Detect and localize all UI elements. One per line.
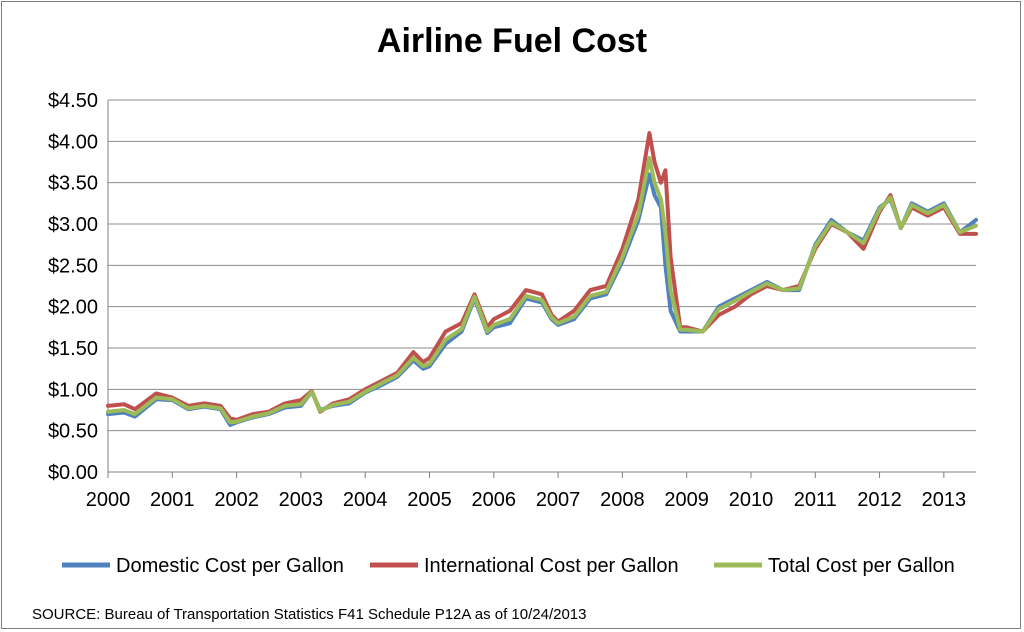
x-tick-label: 2003 bbox=[279, 489, 324, 511]
x-tick-label: 2007 bbox=[536, 489, 581, 511]
y-tick-label: $1.50 bbox=[48, 338, 98, 360]
series-line-2 bbox=[106, 131, 978, 422]
y-tick-label: $4.50 bbox=[48, 90, 98, 112]
y-tick-label: $2.00 bbox=[48, 297, 98, 319]
y-tick-label: $4.00 bbox=[48, 131, 98, 153]
x-tick-label: 2009 bbox=[664, 489, 709, 511]
y-tick-label: $3.00 bbox=[48, 214, 98, 236]
source-note: SOURCE: Bureau of Transportation Statist… bbox=[32, 606, 587, 623]
x-tick-label: 2013 bbox=[922, 489, 967, 511]
x-tick-label: 2008 bbox=[600, 489, 645, 511]
x-tick-label: 2006 bbox=[472, 489, 517, 511]
x-tick-label: 2012 bbox=[857, 489, 902, 511]
x-tick-label: 2010 bbox=[729, 489, 774, 511]
legend-label: International Cost per Gallon bbox=[424, 555, 679, 577]
y-tick-label: $1.00 bbox=[48, 379, 98, 401]
x-tick-label: 2001 bbox=[150, 489, 195, 511]
y-tick-label: $0.50 bbox=[48, 421, 98, 443]
series-line-3 bbox=[106, 155, 978, 425]
y-tick-label: $3.50 bbox=[48, 173, 98, 195]
chart-title: Airline Fuel Cost bbox=[376, 22, 648, 60]
y-tick-label: $2.50 bbox=[48, 255, 98, 277]
legend-label: Domestic Cost per Gallon bbox=[116, 555, 344, 577]
legend-label: Total Cost per Gallon bbox=[768, 555, 955, 577]
x-tick-label: 2011 bbox=[794, 489, 837, 511]
x-tick-label: 2000 bbox=[86, 489, 131, 511]
x-tick-label: 2005 bbox=[407, 489, 452, 511]
x-tick-label: 2002 bbox=[214, 489, 259, 511]
x-tick-label: 2004 bbox=[343, 489, 388, 511]
y-tick-label: $0.00 bbox=[48, 462, 98, 484]
